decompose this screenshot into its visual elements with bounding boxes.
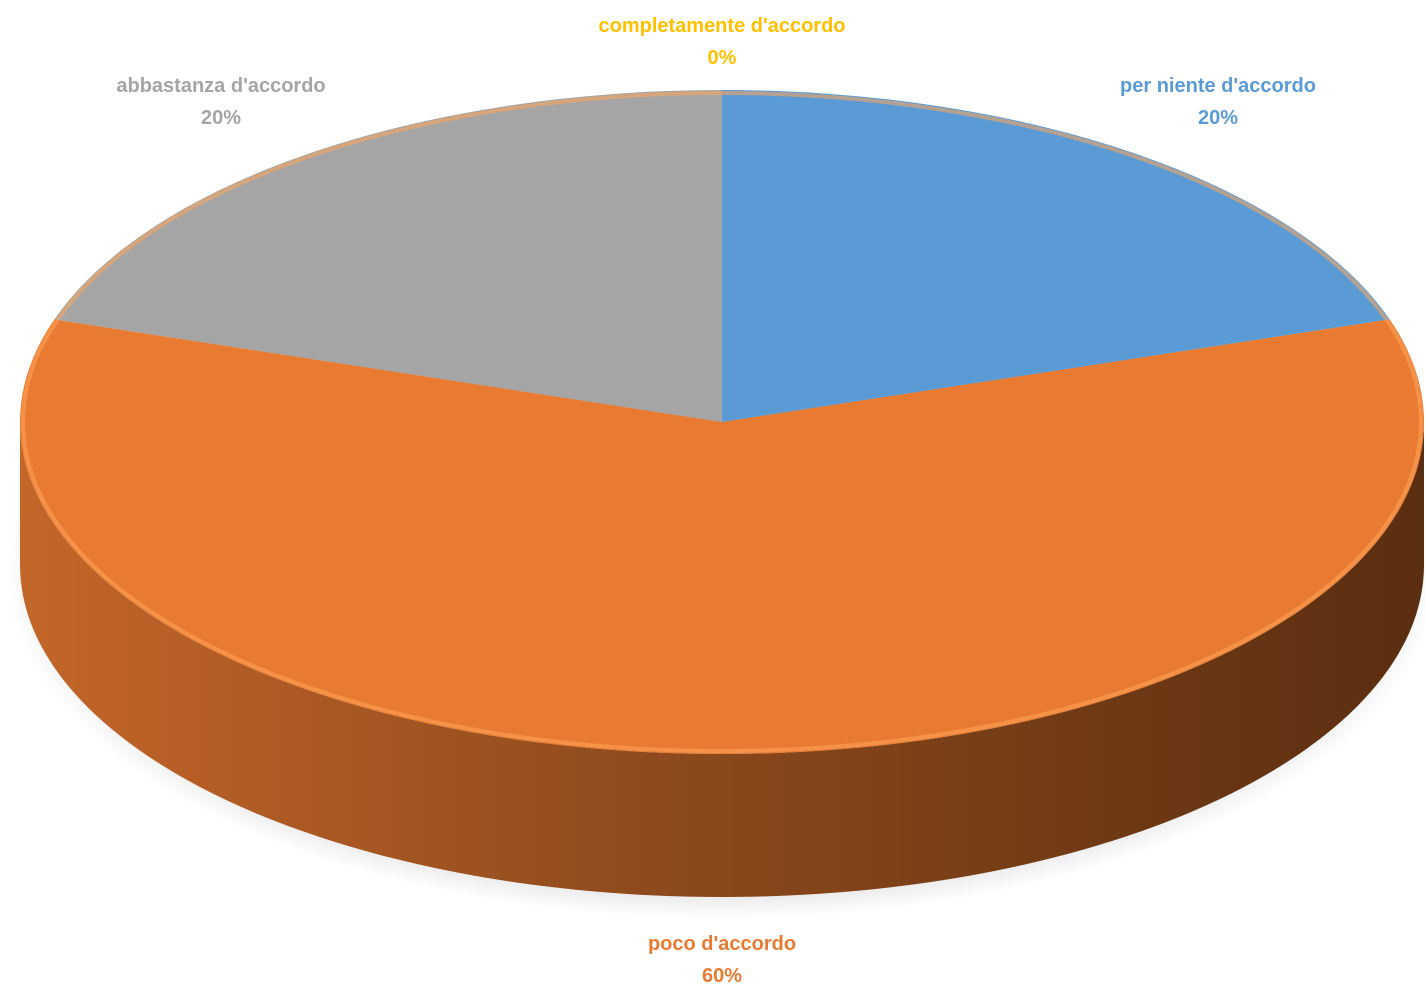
slice-label-per-niente: per niente d'accordo 20%	[1120, 70, 1316, 134]
slice-label-abbastanza: abbastanza d'accordo 20%	[116, 70, 325, 134]
slice-value: 60%	[701, 965, 743, 987]
slice-label-poco: poco d'accordo 60%	[648, 928, 796, 989]
slice-name: per niente d'accordo	[1120, 75, 1316, 97]
slice-value: 20%	[200, 107, 242, 129]
slice-label-completamente: completamente d'accordo 0%	[598, 10, 845, 74]
pie-slice	[19, 319, 1424, 754]
slice-name: abbastanza d'accordo	[116, 75, 326, 97]
slice-value: 20%	[1197, 107, 1239, 129]
pie-slice	[54, 90, 722, 422]
slice-name: completamente d'accordo	[598, 15, 846, 37]
pie-slice-side	[20, 422, 1424, 897]
pie-rim-highlight	[21, 91, 1423, 753]
slice-value: 0%	[707, 47, 737, 69]
slice-name: poco d'accordo	[647, 933, 797, 955]
pie-slice	[722, 90, 1390, 422]
